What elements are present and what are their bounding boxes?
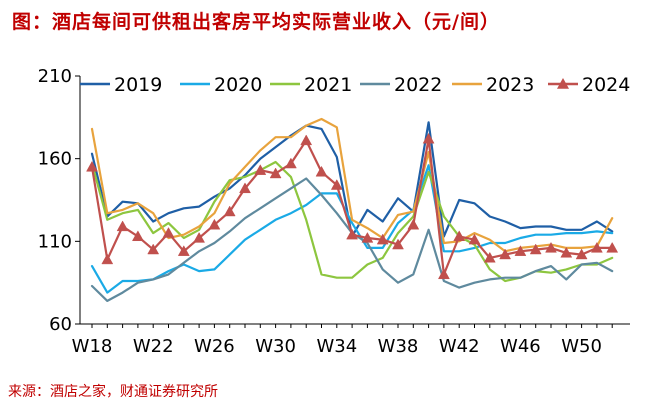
- data-point-2024: [346, 228, 359, 240]
- legend-item-2021: 2021: [270, 74, 352, 96]
- legend-label: 2023: [486, 74, 534, 96]
- data-point-2024: [590, 241, 603, 253]
- data-point-2024: [437, 268, 450, 280]
- source-note: 来源：酒店之家，财通证券研究所: [8, 384, 218, 400]
- data-point-2024: [376, 233, 389, 245]
- line-chart: 60 110 160 210 W18 W22 W26 W30 W34 W38 W42 W46 W50 2…: [38, 66, 631, 357]
- data-point-2024: [300, 134, 313, 146]
- legend-label: 2021: [304, 74, 352, 96]
- data-point-2024: [193, 232, 206, 243]
- y-tick-label: 210: [38, 66, 72, 87]
- x-tick-label: W18: [72, 336, 113, 357]
- data-point-2024: [361, 232, 374, 243]
- series-line-2022: [90, 177, 614, 302]
- legend-label: 2022: [394, 74, 442, 96]
- legend-marker: [557, 78, 569, 89]
- data-point-2024: [453, 230, 466, 242]
- data-point-2024: [483, 251, 496, 263]
- x-tick-label: W30: [255, 336, 296, 357]
- y-tick-label: 160: [38, 149, 72, 170]
- x-tick-label: W26: [194, 336, 235, 357]
- data-point-2024: [269, 167, 282, 179]
- legend-item-2023: 2023: [452, 74, 534, 96]
- data-point-2024: [147, 243, 160, 255]
- data-point-2024: [529, 243, 542, 255]
- chart-axes: 60 110 160 210 W18 W22 W26 W30 W34 W38 W42 W46 W50: [38, 66, 630, 357]
- legend-label: 2024: [582, 74, 630, 96]
- series-2022: [90, 177, 614, 302]
- data-point-2024: [560, 246, 573, 258]
- y-tick-label: 60: [49, 314, 72, 335]
- legend-item-2022: 2022: [360, 74, 442, 96]
- data-point-2024: [575, 248, 588, 260]
- data-point-2024: [392, 238, 404, 250]
- data-point-2024: [407, 218, 420, 230]
- y-tick-label: 110: [38, 231, 72, 252]
- x-tick-label: W42: [439, 336, 480, 357]
- legend-item-2024: 2024: [548, 74, 630, 96]
- legend-item-2020: 2020: [180, 74, 262, 96]
- data-point-2024: [177, 245, 190, 256]
- data-point-2024: [422, 132, 435, 144]
- x-tick-label: W50: [561, 336, 602, 357]
- data-point-2024: [315, 165, 328, 177]
- series-line-2023: [90, 117, 614, 253]
- series-2024: [86, 132, 619, 280]
- x-tick-label: W46: [500, 336, 541, 357]
- data-point-2024: [101, 253, 114, 265]
- chart-title: 图：酒店每间可供租出客房平均实际营业收入（元/间）: [12, 11, 500, 33]
- data-point-2024: [514, 245, 527, 256]
- data-point-2024: [239, 182, 251, 194]
- data-point-2024: [86, 160, 98, 172]
- x-tick-label: W22: [133, 336, 174, 357]
- series-2023: [90, 117, 614, 253]
- legend-label: 2019: [114, 74, 162, 96]
- chart-legend: 2019 2020 2021 2022 2023 2024: [80, 74, 630, 96]
- data-point-2024: [208, 218, 221, 230]
- data-point-2024: [284, 157, 297, 169]
- data-point-2024: [131, 230, 144, 242]
- data-point-2024: [116, 220, 129, 232]
- data-point-2024: [606, 241, 619, 253]
- data-point-2024: [545, 241, 557, 253]
- legend-item-2019: 2019: [80, 74, 162, 96]
- data-point-2024: [499, 248, 512, 260]
- data-point-2024: [330, 179, 343, 190]
- x-tick-label: W34: [316, 336, 357, 357]
- data-point-2024: [223, 205, 236, 217]
- series-layer: [86, 117, 619, 302]
- x-tick-label: W38: [378, 336, 419, 357]
- data-point-2024: [254, 164, 267, 175]
- data-point-2024: [162, 227, 175, 238]
- data-point-2024: [468, 233, 481, 245]
- legend-label: 2020: [214, 74, 262, 96]
